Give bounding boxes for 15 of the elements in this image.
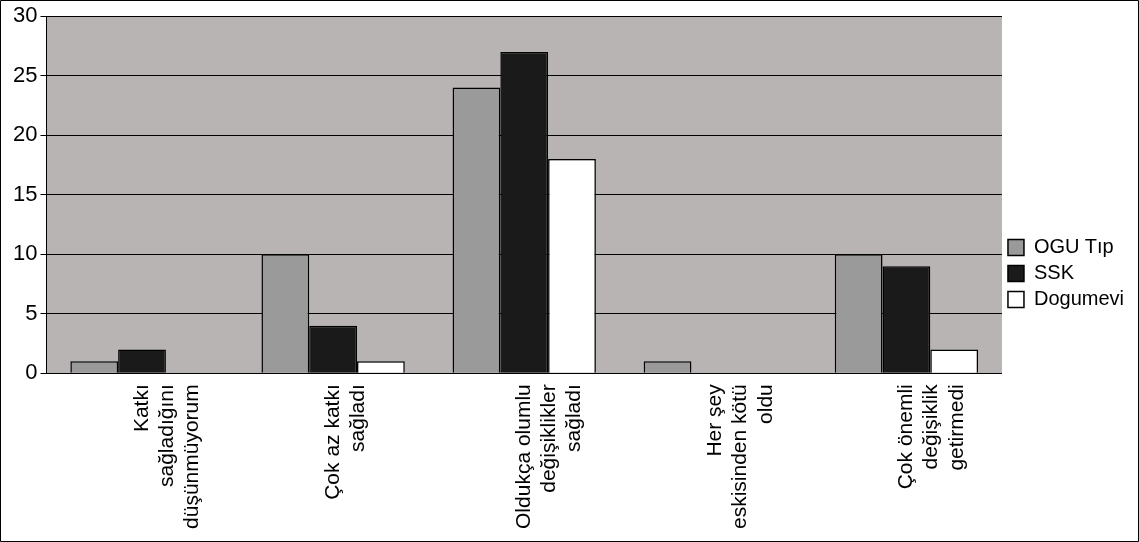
y-tick-label: 10	[12, 240, 38, 266]
x-tick-label: Her şey eskisinden kötü oldu	[702, 383, 776, 530]
y-tick-label: 5	[25, 299, 38, 325]
legend-label: SSK	[1033, 261, 1075, 284]
x-tick-label: Oldukça olumlu değişiklikler sağladı	[511, 384, 585, 529]
legend-label: OGU Tıp	[1033, 235, 1114, 258]
legend-label: Dogumevi	[1033, 287, 1125, 310]
y-tick-label: 30	[12, 2, 38, 28]
x-tick-label: Çok az katkı sağladı	[319, 384, 369, 500]
y-tick-label: 25	[12, 61, 38, 87]
x-tick-label: Çok önemli değişiklik getirmedi	[893, 383, 967, 490]
y-tick-label: 15	[12, 180, 38, 206]
y-tick-label: 0	[25, 359, 38, 385]
y-tick-label: 20	[12, 121, 38, 147]
x-tick-label: Katkı sağladığını düşünmüyorum	[128, 384, 203, 529]
